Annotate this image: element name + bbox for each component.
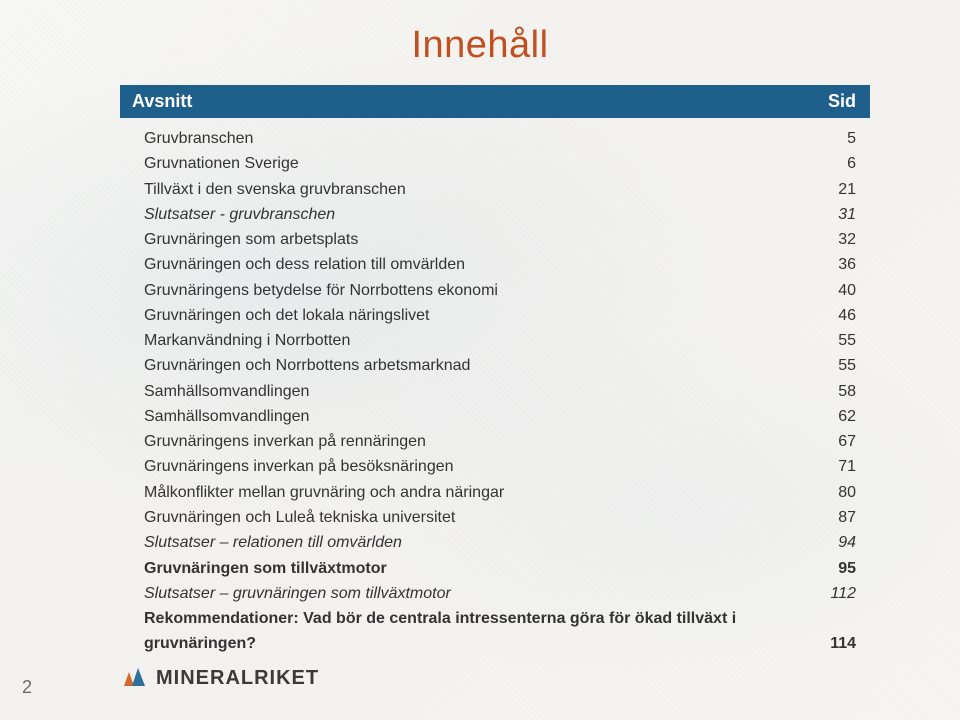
toc-row-page: 114 xyxy=(820,631,856,656)
logo: MINERALRIKET xyxy=(120,664,319,692)
toc-row: Gruvnäringens inverkan på rennäringen67 xyxy=(120,429,870,454)
toc-row-label: Gruvnäringens inverkan på rennäringen xyxy=(144,429,820,454)
toc-row-label: Slutsatser - gruvbranschen xyxy=(144,202,820,227)
toc-header-left: Avsnitt xyxy=(132,91,192,112)
toc-row-label: Gruvbranschen xyxy=(144,126,820,151)
toc-row: Gruvnäringen och det lokala näringslivet… xyxy=(120,303,870,328)
logo-text: MINERALRIKET xyxy=(156,667,319,690)
toc-row-page: 36 xyxy=(820,252,856,277)
toc-row-label: Gruvnäringen som tillväxtmotor xyxy=(144,556,820,581)
toc-row: Gruvnäringen som tillväxtmotor95 xyxy=(120,556,870,581)
toc-row: Gruvnäringen och Luleå tekniska universi… xyxy=(120,505,870,530)
toc-row: Slutsatser – gruvnäringen som tillväxtmo… xyxy=(120,581,870,606)
toc-row-label: Gruvnäringen och det lokala näringslivet xyxy=(144,303,820,328)
toc-row-page: 55 xyxy=(820,328,856,353)
toc-row-page: 32 xyxy=(820,227,856,252)
toc-row: Gruvbranschen5 xyxy=(120,126,870,151)
toc-row: Slutsatser - gruvbranschen31 xyxy=(120,202,870,227)
toc-row-page: 67 xyxy=(820,429,856,454)
toc-row-page: 80 xyxy=(820,480,856,505)
toc-row: Slutsatser – relationen till omvärlden94 xyxy=(120,530,870,555)
toc-row-label: Tillväxt i den svenska gruvbranschen xyxy=(144,177,820,202)
toc-row-page: 46 xyxy=(820,303,856,328)
toc-row: Samhällsomvandlingen58 xyxy=(120,379,870,404)
toc-row-page: 71 xyxy=(820,454,856,479)
toc-row: Samhällsomvandlingen62 xyxy=(120,404,870,429)
toc-row-label: Gruvnäringen och dess relation till omvä… xyxy=(144,252,820,277)
toc-row-page: 31 xyxy=(820,202,856,227)
toc-row-page: 62 xyxy=(820,404,856,429)
toc-row: Gruvnäringen och Norrbottens arbetsmarkn… xyxy=(120,353,870,378)
toc-row: Markanvändning i Norrbotten55 xyxy=(120,328,870,353)
toc-row: Gruvnationen Sverige6 xyxy=(120,151,870,176)
toc-row-label: Gruvnäringen och Luleå tekniska universi… xyxy=(144,505,820,530)
toc-row-label: Gruvnäringen som arbetsplats xyxy=(144,227,820,252)
toc-row-page: 87 xyxy=(820,505,856,530)
toc-row-page: 21 xyxy=(820,177,856,202)
toc-row-label: Målkonflikter mellan gruvnäring och andr… xyxy=(144,480,820,505)
toc-row-label: Markanvändning i Norrbotten xyxy=(144,328,820,353)
toc-row-label: Gruvnationen Sverige xyxy=(144,151,820,176)
toc-row-page: 5 xyxy=(820,126,856,151)
toc-row: Målkonflikter mellan gruvnäring och andr… xyxy=(120,480,870,505)
toc-row-page: 55 xyxy=(820,353,856,378)
toc-row: Gruvnäringen och dess relation till omvä… xyxy=(120,252,870,277)
toc-row-label: Gruvnäringens betydelse för Norrbottens … xyxy=(144,278,820,303)
page-number: 2 xyxy=(22,677,32,698)
toc-row-page: 58 xyxy=(820,379,856,404)
toc-row-page: 94 xyxy=(820,530,856,555)
toc-row: Gruvnäringens inverkan på besöksnäringen… xyxy=(120,454,870,479)
toc-row: Gruvnäringen som arbetsplats32 xyxy=(120,227,870,252)
page-title: Innehåll xyxy=(0,0,960,67)
toc-row-label: Gruvnäringens inverkan på besöksnäringen xyxy=(144,454,820,479)
toc-row-page: 95 xyxy=(820,556,856,581)
toc-row: Tillväxt i den svenska gruvbranschen21 xyxy=(120,177,870,202)
logo-mark-icon xyxy=(120,664,148,692)
toc-row-label: Samhällsomvandlingen xyxy=(144,379,820,404)
toc-row-label: Samhällsomvandlingen xyxy=(144,404,820,429)
toc-row-page: 6 xyxy=(820,151,856,176)
toc-table: Avsnitt Sid Gruvbranschen5Gruvnationen S… xyxy=(120,85,870,657)
toc-row: Rekommendationer: Vad bör de centrala in… xyxy=(120,606,870,657)
toc-header-right: Sid xyxy=(828,91,856,112)
toc-row: Gruvnäringens betydelse för Norrbottens … xyxy=(120,278,870,303)
toc-row-label: Rekommendationer: Vad bör de centrala in… xyxy=(144,606,820,657)
toc-row-label: Slutsatser – gruvnäringen som tillväxtmo… xyxy=(144,581,820,606)
toc-row-label: Gruvnäringen och Norrbottens arbetsmarkn… xyxy=(144,353,820,378)
toc-row-page: 40 xyxy=(820,278,856,303)
toc-header: Avsnitt Sid xyxy=(120,85,870,118)
toc-row-label: Slutsatser – relationen till omvärlden xyxy=(144,530,820,555)
toc-row-page: 112 xyxy=(820,581,856,606)
